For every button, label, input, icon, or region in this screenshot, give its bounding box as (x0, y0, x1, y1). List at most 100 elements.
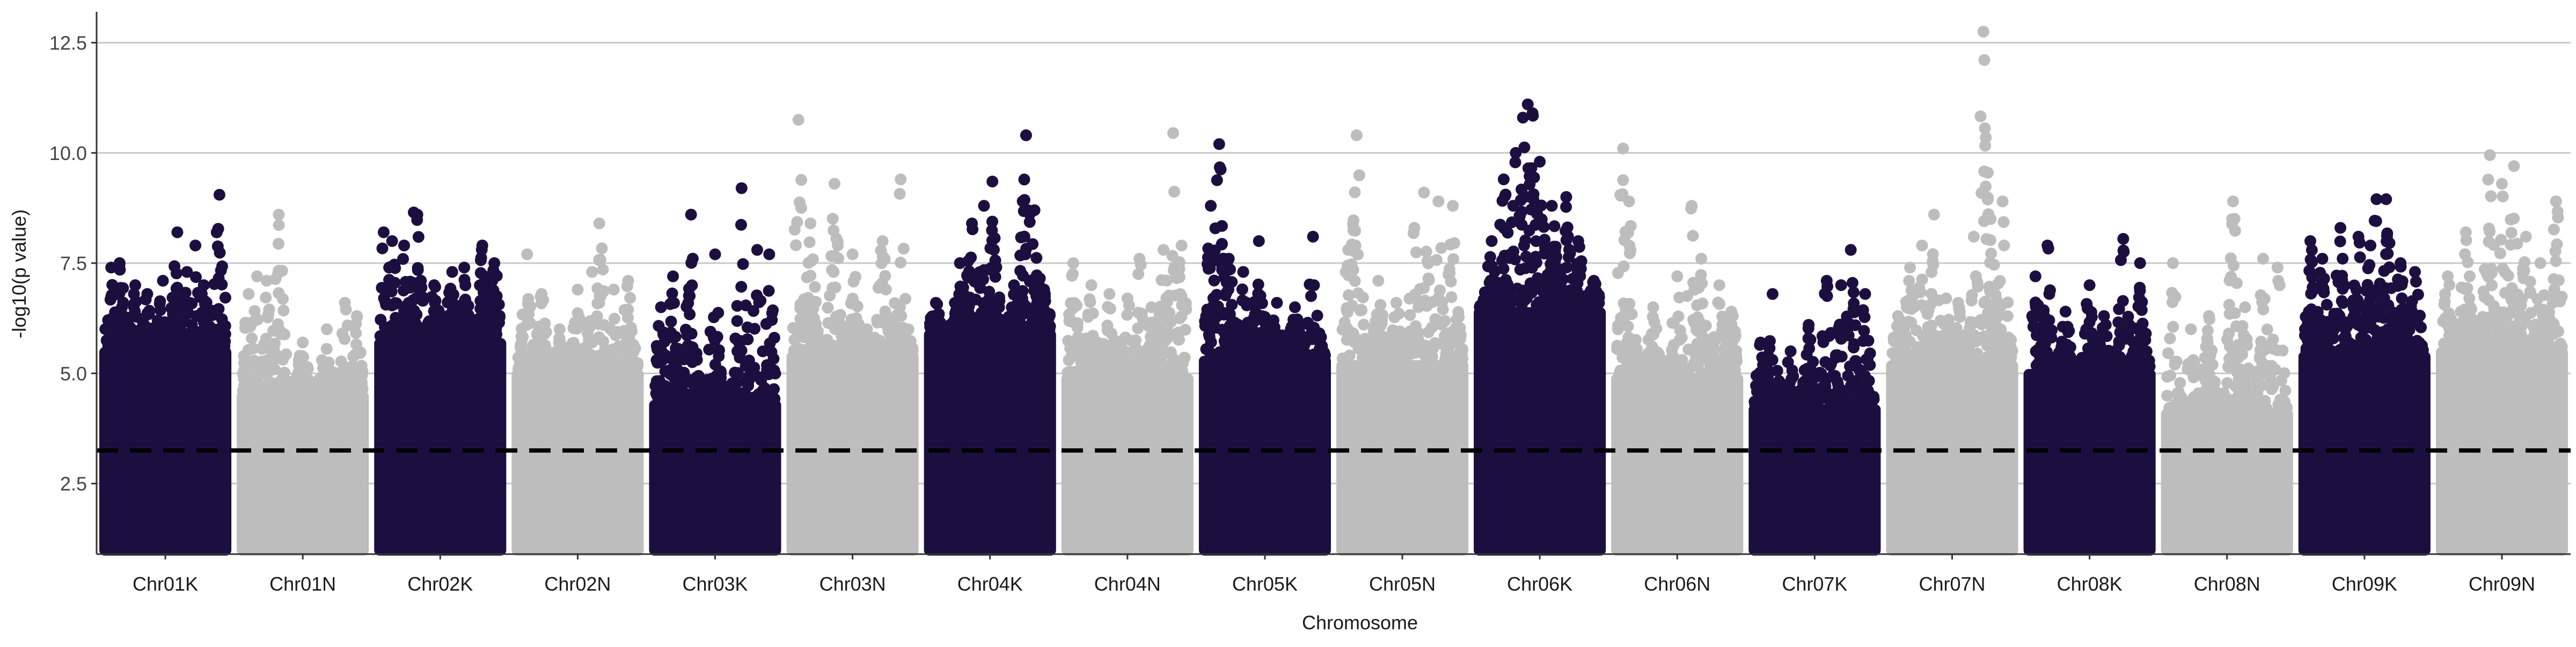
peak-point (735, 182, 748, 194)
data-point (1308, 322, 1320, 334)
point-cloud-Chr04N (1061, 373, 1194, 556)
peak-point (2239, 301, 2251, 314)
peak-point (1977, 25, 1989, 38)
data-point (2318, 272, 2330, 285)
data-point (825, 250, 838, 262)
data-point (481, 319, 494, 331)
data-point (606, 362, 618, 375)
data-point (2255, 289, 2267, 301)
peak-point (2409, 266, 2421, 278)
data-point (512, 351, 524, 364)
data-point (2221, 333, 2233, 346)
x-tick-label: Chr04N (1094, 573, 1161, 595)
data-point (703, 344, 715, 356)
data-point (679, 323, 692, 336)
data-point (2415, 321, 2427, 333)
peak-point (411, 208, 423, 221)
data-point (1163, 289, 1175, 302)
data-point (1245, 338, 1257, 351)
point-cloud-Chr07N (1886, 360, 2018, 556)
peak-point (189, 239, 202, 252)
data-point (2416, 339, 2428, 352)
data-point (199, 295, 211, 307)
peak-point (1671, 270, 1684, 282)
data-point (1067, 268, 1079, 280)
data-point (143, 308, 155, 321)
data-point (1173, 367, 1185, 380)
peak-point (351, 310, 363, 322)
data-point (273, 219, 285, 231)
data-point (491, 290, 503, 302)
peak-point (1892, 310, 1904, 322)
data-point (186, 297, 198, 310)
data-point (892, 323, 904, 335)
data-point (2465, 330, 2478, 342)
x-tick-label: Chr08K (2057, 573, 2123, 595)
peak-point (521, 248, 533, 260)
peak-point (723, 380, 736, 392)
data-point (1030, 290, 1043, 302)
data-point (962, 271, 974, 283)
data-point (674, 377, 686, 390)
peak-point (339, 296, 351, 309)
data-point (2235, 390, 2247, 403)
data-point (657, 327, 669, 339)
y-tick-label: 2.5 (60, 473, 87, 495)
data-point (1342, 259, 1354, 272)
point-cloud-Chr04K (924, 329, 1056, 556)
series-Chr02N (511, 217, 644, 556)
data-point (714, 365, 727, 377)
peak-point (536, 288, 548, 300)
data-point (925, 322, 937, 335)
data-point (974, 323, 986, 335)
peak-point (792, 114, 804, 126)
data-point (1104, 302, 1116, 315)
data-point (1611, 343, 1623, 355)
peak-point (1546, 200, 1558, 212)
data-point (1574, 265, 1586, 278)
data-point (2443, 316, 2455, 329)
data-point (1687, 314, 1700, 326)
data-point (442, 296, 454, 309)
data-point (1358, 318, 1370, 331)
peak-point (1085, 279, 1097, 292)
data-point (1240, 319, 1253, 332)
data-point (2354, 251, 2366, 264)
data-point (544, 356, 557, 368)
data-point (1364, 351, 1376, 364)
peak-point (1350, 129, 1363, 141)
data-point (1522, 162, 1534, 175)
data-point (1864, 347, 1876, 360)
peak-point (1510, 147, 1522, 159)
peak-point (572, 283, 584, 296)
peak-point (1952, 296, 1964, 309)
data-point (1687, 230, 1699, 242)
data-point (1421, 346, 1433, 359)
peak-point (2534, 257, 2546, 270)
data-point (1974, 110, 1987, 122)
peak-point (377, 226, 390, 238)
data-point (897, 243, 910, 255)
data-point (1015, 231, 1027, 244)
peak-point (197, 279, 210, 292)
peak-point (1432, 195, 1445, 208)
peak-point (398, 239, 411, 252)
data-point (1707, 338, 1719, 351)
data-point (2505, 238, 2517, 251)
peak-point (593, 217, 605, 230)
data-point (1027, 238, 1039, 250)
data-point (2484, 226, 2496, 238)
data-point (750, 390, 762, 403)
data-point (1034, 272, 1046, 285)
peak-point (685, 208, 697, 221)
peak-point (1784, 345, 1797, 358)
peak-point (966, 217, 978, 230)
data-point (276, 265, 288, 277)
data-point (986, 224, 998, 236)
data-point (2500, 315, 2513, 327)
peak-point (709, 248, 721, 260)
data-point (2511, 300, 2523, 312)
peak-point (1904, 261, 1916, 274)
peak-point (804, 217, 817, 230)
data-point (154, 304, 166, 316)
